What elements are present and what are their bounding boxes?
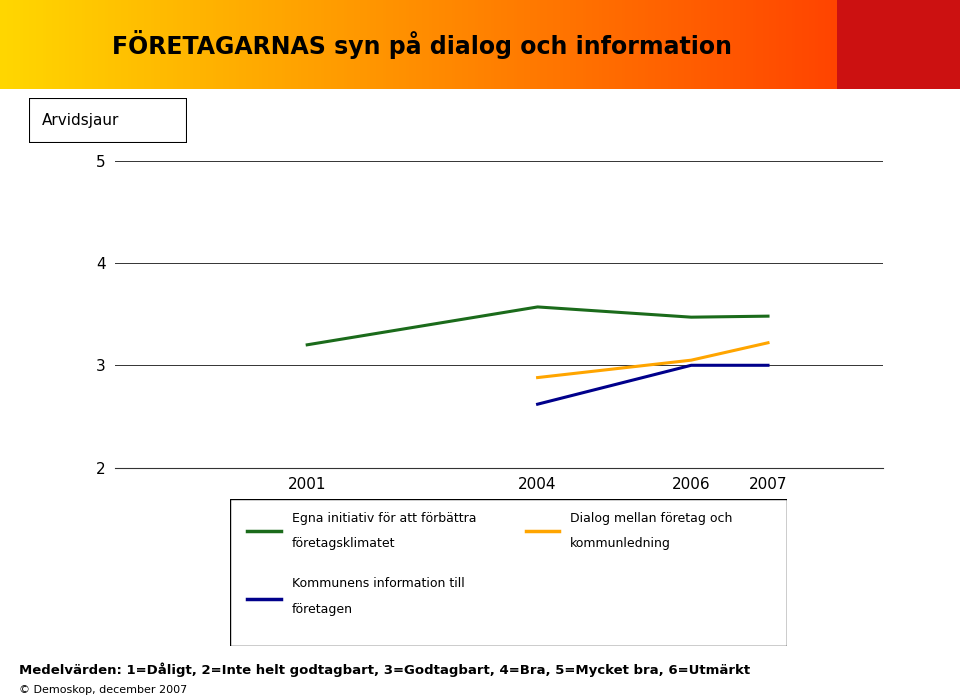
Text: Arvidsjaur: Arvidsjaur xyxy=(41,113,119,128)
Text: företagsklimatet: företagsklimatet xyxy=(292,537,396,550)
Text: Kommunens information till: Kommunens information till xyxy=(292,577,465,590)
Text: företagen: företagen xyxy=(292,603,352,616)
Text: FÖRETAGARNAS syn på dialog och information: FÖRETAGARNAS syn på dialog och informati… xyxy=(112,30,732,59)
Text: kommunledning: kommunledning xyxy=(570,537,671,550)
FancyBboxPatch shape xyxy=(230,499,787,646)
Text: Egna initiativ för att förbättra: Egna initiativ för att förbättra xyxy=(292,512,476,526)
Text: Medelvärden: 1=Dåligt, 2=Inte helt godtagbart, 3=Godtagbart, 4=Bra, 5=Mycket bra: Medelvärden: 1=Dåligt, 2=Inte helt godta… xyxy=(19,663,751,677)
Bar xyxy=(837,0,960,89)
Text: Dialog mellan företag och: Dialog mellan företag och xyxy=(570,512,732,526)
Text: © Demoskop, december 2007: © Demoskop, december 2007 xyxy=(19,685,187,695)
FancyBboxPatch shape xyxy=(29,98,187,143)
